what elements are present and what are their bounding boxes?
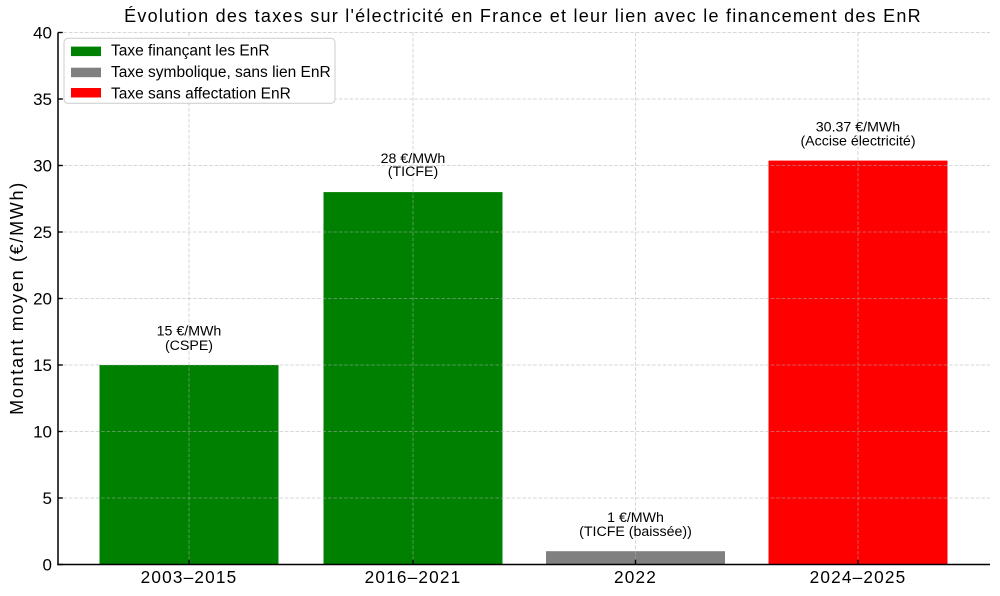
svg-text:2003–2015: 2003–2015 bbox=[141, 567, 238, 587]
svg-text:0: 0 bbox=[43, 555, 52, 574]
svg-text:28 €/MWh: 28 €/MWh bbox=[381, 151, 446, 167]
svg-text:2024–2025: 2024–2025 bbox=[810, 567, 907, 587]
svg-text:Taxe sans affectation EnR: Taxe sans affectation EnR bbox=[111, 86, 291, 103]
svg-text:40: 40 bbox=[33, 23, 52, 42]
svg-text:2022: 2022 bbox=[614, 567, 657, 587]
svg-text:25: 25 bbox=[33, 223, 52, 242]
svg-text:(Accise électricité): (Accise électricité) bbox=[800, 134, 915, 150]
svg-text:(CSPE): (CSPE) bbox=[165, 338, 213, 354]
svg-text:Taxe symbolique, sans lien EnR: Taxe symbolique, sans lien EnR bbox=[111, 64, 331, 81]
svg-text:15: 15 bbox=[33, 356, 52, 375]
svg-text:1 €/MWh: 1 €/MWh bbox=[607, 510, 664, 526]
svg-text:30: 30 bbox=[33, 156, 52, 175]
svg-text:2016–2021: 2016–2021 bbox=[365, 567, 462, 587]
svg-text:(TICFE): (TICFE) bbox=[388, 164, 438, 180]
svg-text:10: 10 bbox=[33, 422, 52, 441]
svg-text:5: 5 bbox=[43, 489, 52, 508]
svg-text:(TICFE (baissée)): (TICFE (baissée)) bbox=[579, 524, 692, 540]
svg-text:30.37 €/MWh: 30.37 €/MWh bbox=[816, 119, 900, 135]
svg-text:Évolution des taxes sur l'élec: Évolution des taxes sur l'électricité en… bbox=[124, 6, 922, 26]
svg-text:20: 20 bbox=[33, 289, 52, 308]
svg-text:35: 35 bbox=[33, 90, 52, 109]
svg-text:15 €/MWh: 15 €/MWh bbox=[157, 324, 222, 340]
svg-text:Taxe finançant les EnR: Taxe finançant les EnR bbox=[111, 43, 270, 60]
svg-text:Montant moyen (€/MWh): Montant moyen (€/MWh) bbox=[7, 181, 27, 415]
